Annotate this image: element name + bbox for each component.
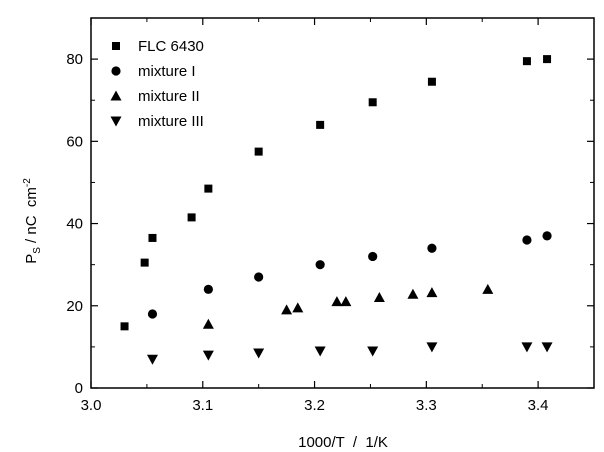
data-point bbox=[368, 251, 378, 262]
series-0 bbox=[120, 55, 552, 331]
legend-item: FLC 6430 bbox=[112, 38, 204, 55]
legend-label: mixture I bbox=[138, 63, 196, 80]
x-tick-label: 3.3 bbox=[416, 397, 437, 414]
data-point bbox=[203, 284, 213, 294]
x-tick-label: 3.0 bbox=[81, 397, 102, 414]
data-point bbox=[204, 184, 213, 193]
data-point bbox=[541, 342, 553, 353]
data-point bbox=[521, 342, 533, 353]
data-point bbox=[147, 309, 158, 319]
data-point bbox=[253, 348, 265, 359]
data-point bbox=[367, 346, 379, 357]
data-point bbox=[146, 354, 158, 365]
y-axis-label-main: P bbox=[23, 254, 40, 264]
legend-marker bbox=[112, 42, 120, 50]
x-axis-ticks: 3.0 3.1 3.2 3.3 3.4 bbox=[81, 18, 549, 414]
plot-border bbox=[90, 17, 595, 389]
data-point bbox=[314, 346, 326, 357]
data-point bbox=[254, 272, 264, 282]
data-point bbox=[373, 292, 385, 303]
legend-item: mixture I bbox=[111, 63, 196, 80]
data-point bbox=[254, 147, 263, 156]
data-point bbox=[426, 342, 438, 353]
data-point bbox=[522, 57, 531, 66]
legend-label: mixture II bbox=[138, 88, 200, 105]
data-point bbox=[120, 322, 129, 331]
legend-marker bbox=[111, 66, 121, 76]
y-axis-label-sup: -2 bbox=[22, 178, 33, 187]
legend-marker bbox=[110, 116, 122, 127]
plot-frame bbox=[90, 17, 595, 389]
y-axis-label-sub: S bbox=[32, 247, 43, 254]
data-point bbox=[202, 350, 214, 361]
y-tick-label: 40 bbox=[66, 216, 83, 233]
y-axis-ticks: 0 20 40 60 80 bbox=[66, 51, 594, 397]
series-layer bbox=[120, 55, 553, 365]
data-point bbox=[148, 233, 157, 242]
x-tick-label: 3.2 bbox=[304, 397, 325, 414]
data-point bbox=[331, 296, 343, 307]
data-point bbox=[368, 98, 377, 107]
y-tick-label: 0 bbox=[75, 380, 83, 397]
data-point bbox=[543, 55, 552, 64]
legend-item: mixture II bbox=[110, 88, 200, 105]
x-tick-label: 3.1 bbox=[192, 397, 213, 414]
legend-label: mixture III bbox=[138, 113, 204, 130]
series-1 bbox=[147, 231, 552, 319]
y-axis-label-unit: / nC cm bbox=[23, 187, 40, 247]
y-tick-label: 60 bbox=[66, 133, 83, 150]
y-tick-label: 20 bbox=[66, 298, 83, 315]
legend: FLC 6430 mixture I mixture II mixture III bbox=[110, 38, 204, 130]
y-axis-label: PS / nC cm-2 bbox=[22, 178, 43, 264]
data-point bbox=[187, 213, 196, 222]
data-point bbox=[407, 288, 419, 299]
y-tick-label: 80 bbox=[66, 51, 83, 68]
data-point bbox=[316, 120, 325, 129]
data-point bbox=[292, 302, 304, 313]
data-point bbox=[522, 235, 532, 245]
data-point bbox=[281, 304, 293, 315]
data-point bbox=[427, 243, 437, 253]
legend-marker bbox=[110, 90, 122, 101]
data-point bbox=[202, 318, 214, 329]
data-point bbox=[340, 296, 352, 307]
legend-item: mixture III bbox=[110, 113, 204, 130]
series-3 bbox=[146, 342, 553, 365]
x-tick-label: 3.4 bbox=[528, 397, 549, 414]
data-point bbox=[542, 231, 552, 241]
legend-label: FLC 6430 bbox=[138, 38, 204, 55]
data-point bbox=[482, 283, 494, 294]
data-point bbox=[140, 258, 149, 267]
data-point bbox=[426, 287, 438, 298]
series-2 bbox=[202, 283, 494, 329]
data-point bbox=[427, 77, 436, 86]
data-point bbox=[315, 260, 325, 270]
x-axis-label: 1000/T / 1/K bbox=[298, 434, 388, 451]
